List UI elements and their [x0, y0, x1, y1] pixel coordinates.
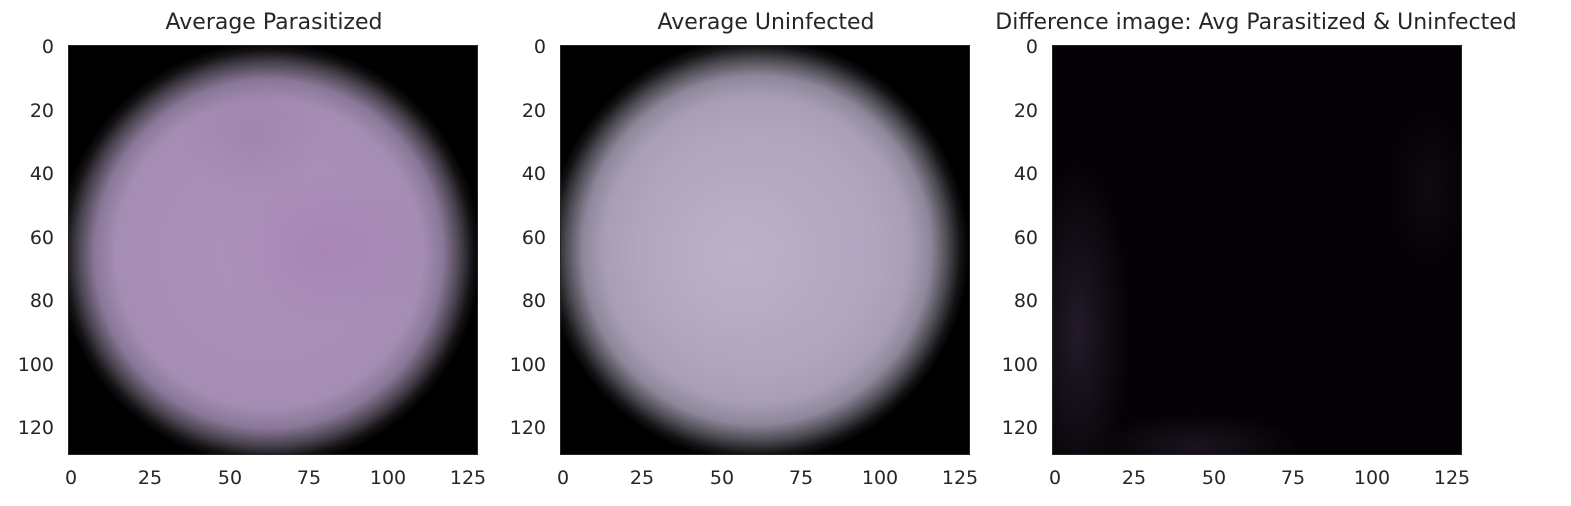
panel-difference-image: Difference image: Avg Parasitized & Unin… — [984, 0, 1571, 506]
x-tick-label: 50 — [709, 467, 735, 489]
x-tick-label: 100 — [861, 467, 899, 489]
average-uninfected-image — [560, 45, 970, 455]
y-tick-label: 120 — [17, 417, 54, 439]
x-tick-label: 125 — [1433, 467, 1471, 489]
y-tick-label: 120 — [1001, 417, 1038, 439]
y-tick-label: 60 — [29, 227, 54, 249]
x-tick-label: 25 — [629, 467, 655, 489]
y-tick-label: 100 — [509, 354, 546, 376]
y-tick-label: 40 — [1013, 163, 1038, 185]
y-tick-label: 40 — [29, 163, 54, 185]
x-tick-label: 125 — [449, 467, 487, 489]
y-tick-label: 80 — [521, 290, 546, 312]
panel-average-uninfected: Average Uninfected 0 20 40 60 80 100 120… — [492, 0, 1012, 506]
y-tick-label: 120 — [509, 417, 546, 439]
x-tick-label: 0 — [64, 467, 78, 489]
y-tick-label: 40 — [521, 163, 546, 185]
x-tick-label: 0 — [556, 467, 570, 489]
x-tick-label: 100 — [369, 467, 407, 489]
panel-title: Average Parasitized — [165, 10, 383, 35]
x-tick-label: 50 — [217, 467, 243, 489]
y-tick-label: 60 — [1013, 227, 1038, 249]
x-tick-label: 75 — [1280, 467, 1306, 489]
y-tick-label: 100 — [17, 354, 54, 376]
y-tick-label: 0 — [41, 36, 54, 58]
x-tick-label: 25 — [1121, 467, 1147, 489]
y-tick-label: 60 — [521, 227, 546, 249]
y-tick-label: 80 — [1013, 290, 1038, 312]
x-tick-label: 125 — [941, 467, 979, 489]
x-tick-label: 50 — [1201, 467, 1227, 489]
y-tick-label: 20 — [521, 100, 546, 122]
difference-image — [1052, 45, 1462, 455]
y-tick-label: 0 — [1025, 36, 1038, 58]
y-tick-label: 20 — [1013, 100, 1038, 122]
panel-average-parasitized: Average Parasitized 0 20 40 60 80 100 12… — [0, 0, 520, 506]
y-tick-label: 80 — [29, 290, 54, 312]
y-tick-label: 20 — [29, 100, 54, 122]
y-tick-label: 0 — [533, 36, 546, 58]
y-tick-label: 100 — [1001, 354, 1038, 376]
x-tick-label: 25 — [137, 467, 163, 489]
x-tick-label: 100 — [1353, 467, 1391, 489]
panel-title: Difference image: Avg Parasitized & Unin… — [995, 10, 1517, 35]
x-tick-label: 75 — [296, 467, 322, 489]
panel-title: Average Uninfected — [657, 10, 875, 35]
x-tick-label: 75 — [788, 467, 814, 489]
x-tick-label: 0 — [1048, 467, 1062, 489]
average-parasitized-image — [68, 45, 478, 455]
